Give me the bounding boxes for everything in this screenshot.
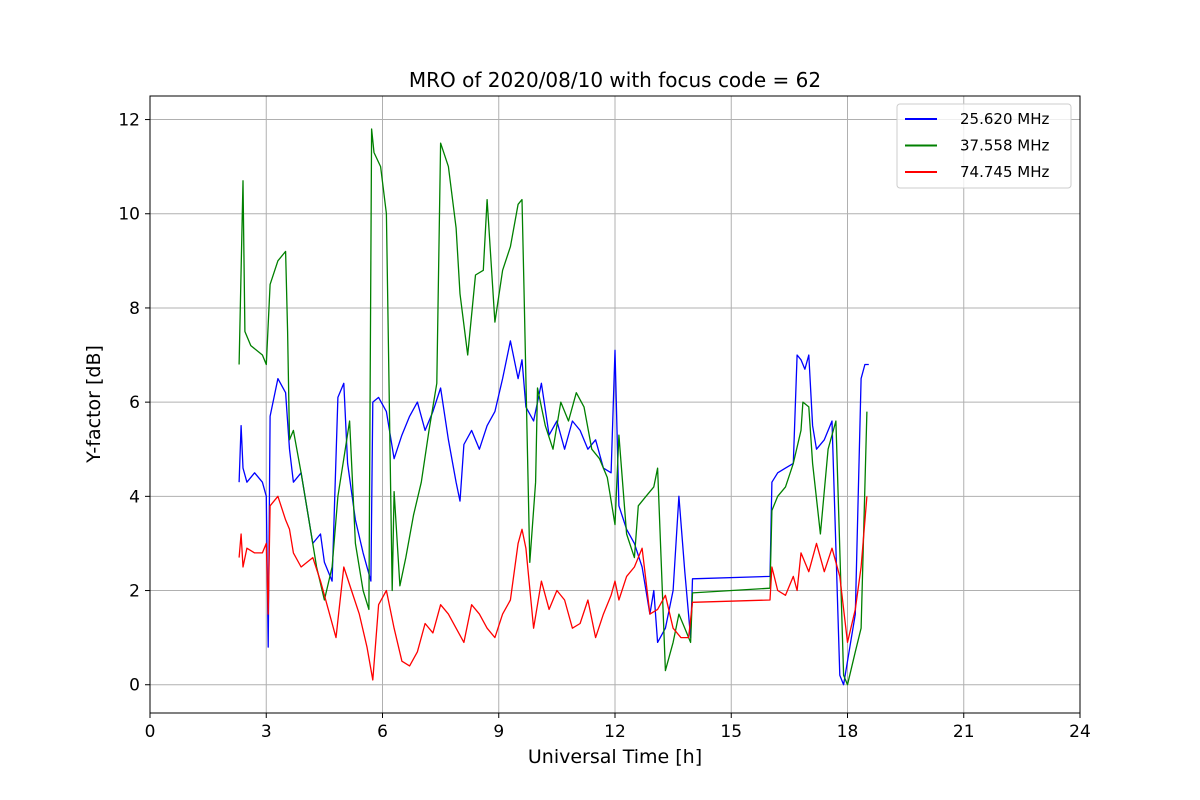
x-tick-label: 6 xyxy=(377,722,388,742)
y-tick-label: 8 xyxy=(129,299,140,319)
x-tick-label: 0 xyxy=(145,722,156,742)
x-tick-label: 9 xyxy=(493,722,504,742)
y-tick-label: 12 xyxy=(118,111,140,131)
x-tick-label: 12 xyxy=(604,722,626,742)
series-line-1 xyxy=(238,340,869,686)
legend-label: 74.745 MHz xyxy=(960,163,1049,181)
y-tick-label: 0 xyxy=(129,676,140,696)
y-tick-label: 2 xyxy=(129,582,140,602)
series-line-3 xyxy=(238,495,868,681)
series-line-2 xyxy=(238,128,868,686)
x-tick-label: 24 xyxy=(1069,722,1091,742)
x-tick-label: 3 xyxy=(261,722,272,742)
x-tick-label: 18 xyxy=(837,722,859,742)
y-axis: 0 2 4 6 8 10 12 xyxy=(118,111,150,696)
series-layer xyxy=(238,128,869,686)
legend-label: 37.558 MHz xyxy=(960,137,1049,155)
x-tick-label: 15 xyxy=(720,722,742,742)
y-axis-title: Y-factor [dB] xyxy=(83,345,105,464)
x-axis-title: Universal Time [h] xyxy=(528,746,702,768)
y-tick-label: 6 xyxy=(129,393,140,413)
legend-box xyxy=(896,103,1072,189)
y-tick-label: 4 xyxy=(129,487,140,507)
legend: 25.620 MHz 37.558 MHz 74.745 MHz xyxy=(896,103,1072,189)
x-axis: 0 3 6 9 12 15 18 21 24 xyxy=(145,713,1091,742)
legend-label: 25.620 MHz xyxy=(960,110,1049,128)
x-tick-label: 21 xyxy=(953,722,975,742)
chart-title: MRO of 2020/08/10 with focus code = 62 xyxy=(409,68,821,92)
y-tick-label: 10 xyxy=(118,205,140,225)
